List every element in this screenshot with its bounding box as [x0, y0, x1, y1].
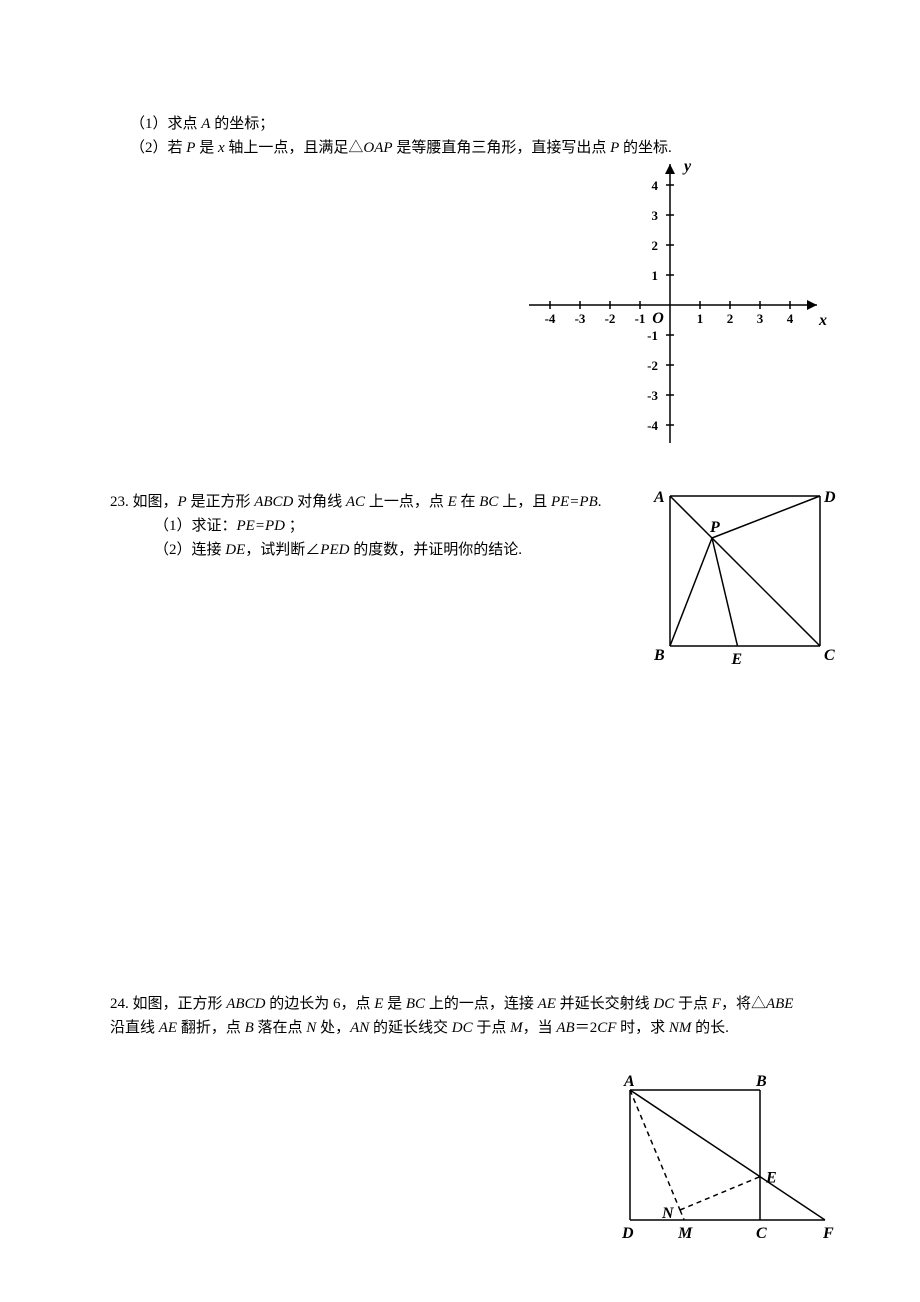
svg-text:F: F — [822, 1225, 834, 1242]
coordinate-plane-figure: -4 -3 -2 -1 1 2 3 4 -4 -3 -2 -1 1 2 3 4 Ox y — [510, 160, 840, 450]
svg-text:2: 2 — [652, 238, 659, 253]
svg-text:y: y — [682, 160, 692, 175]
svg-text:A: A — [623, 1073, 635, 1090]
svg-text:-3: -3 — [575, 311, 586, 326]
svg-text:-1: -1 — [635, 311, 646, 326]
svg-text:-4: -4 — [545, 311, 556, 326]
svg-text:A: A — [653, 489, 665, 506]
q24-line1: 24. 如图，正方形 ABCD 的边长为 6，点 E 是 BC 上的一点，连接 … — [110, 992, 830, 1016]
svg-text:-4: -4 — [647, 418, 658, 433]
svg-text:x: x — [818, 312, 827, 329]
svg-text:1: 1 — [697, 311, 704, 326]
q24-line2: 沿直线 AE 翻折，点 B 落在点 N 处，AN 的延长线交 DC 于点 M，当… — [110, 1016, 830, 1040]
svg-text:C: C — [824, 647, 835, 664]
svg-text:3: 3 — [652, 208, 659, 223]
svg-text:C: C — [756, 1225, 767, 1242]
svg-text:O: O — [652, 310, 664, 327]
svg-text:-3: -3 — [647, 388, 658, 403]
fold-diagram-figure: A B C D E F MN — [610, 1072, 850, 1272]
svg-text:M: M — [677, 1225, 693, 1242]
svg-text:N: N — [661, 1205, 675, 1222]
svg-text:4: 4 — [652, 178, 659, 193]
svg-text:-2: -2 — [605, 311, 616, 326]
svg-text:E: E — [765, 1170, 777, 1187]
svg-text:D: D — [823, 489, 836, 506]
svg-text:1: 1 — [652, 268, 659, 283]
svg-text:-2: -2 — [647, 358, 658, 373]
q22-part1: （1）求点 A 的坐标； — [110, 112, 830, 136]
svg-text:B: B — [755, 1073, 767, 1090]
svg-text:E: E — [731, 651, 743, 668]
svg-text:D: D — [621, 1225, 634, 1242]
svg-text:4: 4 — [787, 311, 794, 326]
svg-text:-1: -1 — [647, 328, 658, 343]
svg-text:P: P — [709, 519, 720, 536]
q24-block: 24. 如图，正方形 ABCD 的边长为 6，点 E 是 BC 上的一点，连接 … — [110, 992, 830, 1040]
svg-text:3: 3 — [757, 311, 764, 326]
q22-part2: （2）若 P 是 x 轴上一点，且满足△OAP 是等腰直角三角形，直接写出点 P… — [110, 136, 830, 160]
svg-text:B: B — [653, 647, 665, 664]
svg-text:2: 2 — [727, 311, 734, 326]
square-abcd-figure: A D B C E P — [650, 478, 850, 678]
